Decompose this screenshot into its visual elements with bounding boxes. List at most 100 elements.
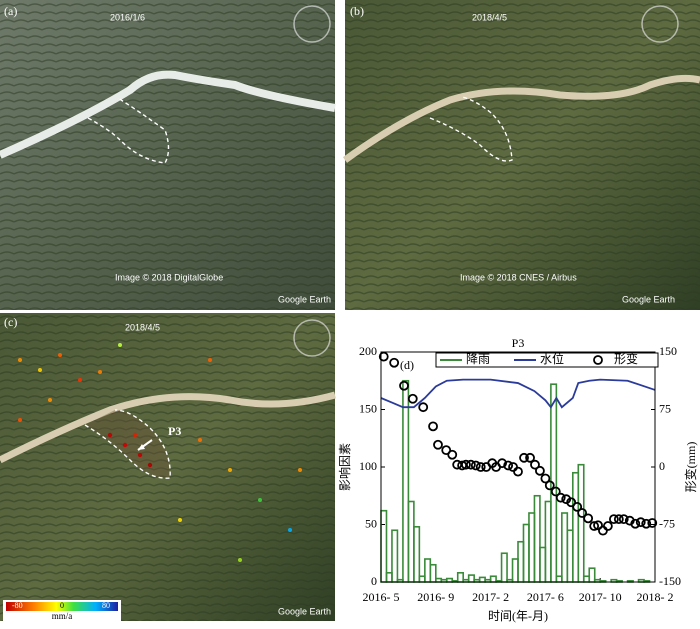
deformation-point xyxy=(589,521,600,531)
x-tick-label: 2016- 9 xyxy=(417,590,454,604)
chart-d: P3 (d) 时间(年-月) 影响因素 形变(mm) 0 50 100 150 200 -… xyxy=(337,336,698,623)
legend-label: 降雨 xyxy=(466,352,490,366)
rain-bar xyxy=(577,463,585,583)
rain-bar xyxy=(418,575,426,583)
deformation-point xyxy=(470,460,481,471)
deformation-point xyxy=(513,466,523,477)
rain-bar xyxy=(456,571,465,583)
rain-bar xyxy=(561,512,569,583)
deformation-point xyxy=(535,465,545,476)
deformation-point xyxy=(503,460,514,471)
colorbar-mid: 0 xyxy=(60,601,64,610)
y2-axis-label: 形变(mm) xyxy=(683,442,698,493)
deformation-point xyxy=(465,459,476,470)
point-label: P3 xyxy=(168,424,181,438)
legend-label: 水位 xyxy=(540,351,564,366)
rain-bar xyxy=(571,471,580,583)
deformation-point xyxy=(461,459,471,470)
rain-bar xyxy=(582,575,591,583)
panel-label: (b) xyxy=(350,4,364,18)
deformation-point xyxy=(598,525,608,536)
rain-bar xyxy=(500,552,508,583)
deformation-point xyxy=(389,357,400,368)
deformation-point xyxy=(428,421,438,432)
rain-bar xyxy=(478,576,486,583)
deformation-point xyxy=(508,462,518,472)
deformation-point xyxy=(613,514,624,525)
deformation-point xyxy=(602,521,613,531)
panel-b: (b) 2018/4/5 Image © 2018 CNES / Airbus … xyxy=(342,0,700,310)
rain-bar xyxy=(539,546,547,583)
deformation-point xyxy=(555,492,566,503)
rain-bar xyxy=(413,525,421,583)
colorbar-min: -80 xyxy=(12,601,23,610)
deformation-point xyxy=(407,393,418,404)
deformation-point xyxy=(647,518,658,528)
y2-tick-label: -150 xyxy=(659,574,681,588)
deformation-point xyxy=(433,439,443,450)
deformation-point xyxy=(566,497,577,508)
rain-bar xyxy=(407,500,415,583)
rain-bar xyxy=(385,571,393,583)
y-tick-label: 0 xyxy=(371,574,377,588)
y-tick-label: 150 xyxy=(359,401,377,415)
panel-label: (c) xyxy=(4,315,17,329)
y-tick-label: 50 xyxy=(365,516,377,530)
deformation-point xyxy=(572,501,583,512)
deformation-point xyxy=(441,445,452,456)
water-level-line xyxy=(380,378,656,409)
colorbar xyxy=(6,602,118,611)
y-axis-label: 影响因素 xyxy=(337,443,352,491)
deformation-point xyxy=(550,486,561,497)
x-tick-label: 2017- 6 xyxy=(527,590,564,604)
deformation-point xyxy=(447,449,458,460)
image-date: 2018/4/5 xyxy=(125,322,160,332)
deformation-point xyxy=(630,518,641,529)
rain-bar xyxy=(533,494,541,583)
deformation-point xyxy=(519,452,529,463)
y2-tick-label: 150 xyxy=(659,344,677,358)
credit: Google Earth xyxy=(622,294,675,304)
deformation-point xyxy=(641,518,652,529)
rain-bar xyxy=(566,529,574,583)
deformation-point xyxy=(544,480,555,491)
rain-bar xyxy=(434,577,443,583)
deformation-point xyxy=(609,514,619,525)
y-tick-label: 200 xyxy=(359,344,377,358)
rain-bar xyxy=(555,575,563,583)
rain-bar xyxy=(522,523,530,583)
panel-c: P3 (c) 2018/4/5 Google Earth -80 0 80 mm… xyxy=(0,313,336,622)
rain-bar xyxy=(544,500,552,583)
rain-bar xyxy=(528,512,536,583)
image-date: 2018/4/5 xyxy=(472,12,507,22)
x-tick-label: 2017- 2 xyxy=(472,590,509,604)
deformation-point xyxy=(475,462,486,472)
panel-label: (a) xyxy=(4,4,17,18)
chart-title: P3 xyxy=(512,336,525,350)
deformation-point xyxy=(399,380,409,391)
deformation-point xyxy=(635,517,646,528)
deformation-point xyxy=(525,452,535,463)
rain-bar xyxy=(445,577,454,583)
x-axis-label: 时间(年-月) xyxy=(488,609,548,623)
plot-frame xyxy=(380,351,656,583)
rain-bar xyxy=(467,574,475,583)
y-tick-label: 100 xyxy=(359,459,377,473)
legend-symbol xyxy=(593,355,603,365)
rain-bar xyxy=(402,379,410,583)
x-tick-label: 2018- 2 xyxy=(637,590,674,604)
credit: Google Earth xyxy=(278,606,331,616)
deformation-point xyxy=(577,508,588,518)
deformation-point xyxy=(497,458,508,469)
panel-a: (a) 2016/1/6 Image © 2018 DigitalGlobe G… xyxy=(0,0,336,310)
legend-label: 形变 xyxy=(614,351,638,366)
rain-bar xyxy=(380,509,388,583)
imagery-credit: Image © 2018 CNES / Airbus xyxy=(460,272,577,282)
deformation-point xyxy=(418,402,429,413)
x-tick-label: 2017- 10 xyxy=(579,590,622,604)
colorbar-max: 80 xyxy=(102,601,110,610)
image-date: 2016/1/6 xyxy=(110,12,145,22)
y2-tick-label: -75 xyxy=(659,516,675,530)
deformation-point xyxy=(618,514,629,525)
